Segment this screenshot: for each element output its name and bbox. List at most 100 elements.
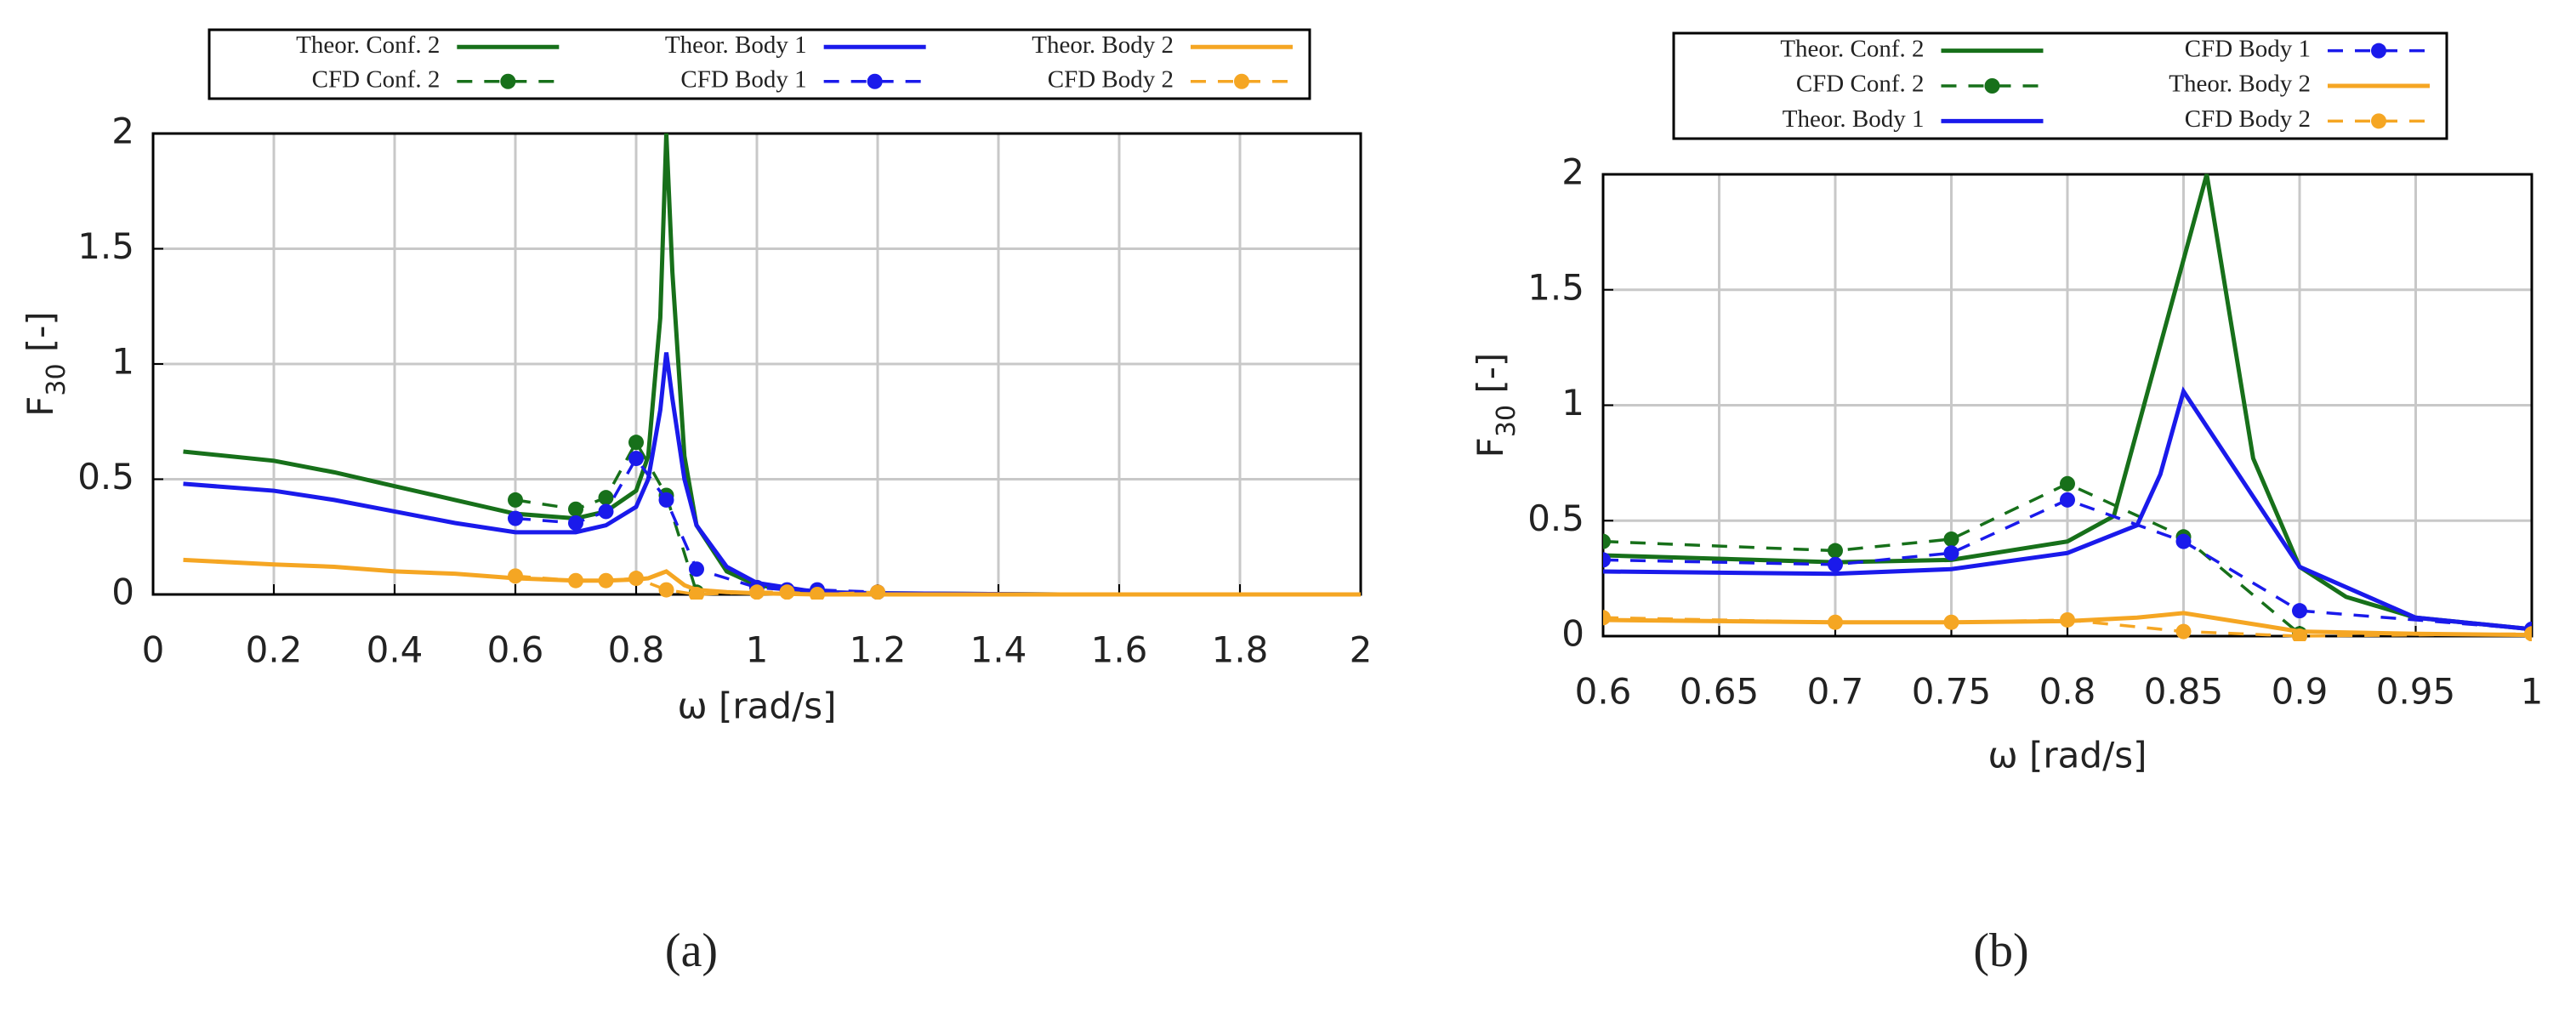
y-tick-label: 0 (111, 571, 134, 613)
legend-label: CFD Body 1 (2185, 35, 2311, 62)
x-tick-label: 0.8 (2039, 671, 2096, 713)
series-line (515, 574, 879, 596)
x-tick-label: 0.4 (367, 629, 424, 671)
legend-marker (2371, 43, 2386, 59)
data-point (658, 582, 674, 598)
data-point (1943, 545, 1959, 561)
x-tick-label: 1.4 (970, 629, 1027, 671)
data-point (2060, 611, 2075, 628)
x-tick-label: 0.8 (608, 629, 665, 671)
series-line (1603, 611, 2532, 638)
data-point (1603, 533, 1611, 549)
legend-label: CFD Body 1 (680, 65, 806, 93)
x-tick-label: 0.6 (1575, 671, 1632, 713)
data-point (1828, 556, 1843, 572)
x-tick-label: 1.6 (1091, 629, 1148, 671)
data-point (628, 571, 644, 587)
y-axis-label-part: F (20, 396, 61, 417)
x-tick-label: 0.85 (2144, 671, 2224, 713)
data-point (1828, 543, 1843, 559)
y-axis-label: F30 [-] (1470, 353, 1522, 458)
data-point (779, 584, 795, 600)
data-point (2060, 492, 2075, 508)
legend-label: Theor. Conf. 2 (296, 31, 440, 59)
data-point (658, 492, 674, 508)
data-point (2060, 475, 2075, 492)
x-tick-label: 0.95 (2376, 671, 2456, 713)
legend-label: Theor. Body 1 (1783, 105, 1925, 133)
y-axis-label-part: [-] (1470, 353, 1511, 405)
y-tick-label: 1.5 (1527, 266, 1584, 308)
x-tick-label: 0.6 (487, 629, 544, 671)
data-point (628, 451, 644, 467)
series-line (1603, 481, 2301, 635)
y-tick-label: 0.5 (77, 456, 134, 497)
series-line (183, 352, 1361, 597)
data-point (1943, 614, 1959, 630)
y-tick-label: 2 (1561, 151, 1584, 193)
legend-label: Theor. Conf. 2 (1780, 35, 1924, 62)
legend-box (1672, 31, 2448, 140)
data-point (1943, 531, 1959, 547)
y-axis-label-part: F (1470, 437, 1511, 458)
series-line (1603, 386, 2532, 632)
data-point (2175, 623, 2192, 640)
y-axis-label-part: 30 (1492, 405, 1521, 437)
x-tick-label: 1.8 (1212, 629, 1269, 671)
y-tick-label: 1 (111, 341, 134, 383)
legend-marker (867, 73, 883, 89)
data-point (628, 435, 644, 451)
data-point (508, 568, 523, 584)
y-axis-label-part: [-] (20, 311, 61, 363)
y-tick-label: 0.5 (1527, 497, 1584, 539)
data-point (2292, 628, 2307, 641)
legend-marker (1984, 78, 2000, 94)
data-point (568, 572, 583, 588)
x-tick-label: 0.2 (246, 629, 303, 671)
data-point (568, 501, 583, 517)
x-tick-label: 1 (2521, 671, 2544, 713)
legend-label: CFD Body 2 (2185, 105, 2311, 133)
data-point (810, 587, 825, 600)
legend-label: CFD Conf. 2 (1796, 71, 1925, 98)
legend-marker (500, 73, 516, 89)
y-tick-label: 1.5 (77, 225, 134, 267)
panel-caption: (b) (1973, 924, 2028, 977)
y-tick-label: 2 (111, 111, 134, 152)
y-axis-label-part: 30 (42, 363, 71, 395)
data-point (689, 561, 704, 577)
legend-label: CFD Conf. 2 (312, 65, 441, 93)
data-point (598, 572, 614, 588)
x-tick-label: 0 (142, 629, 165, 671)
data-point (2524, 626, 2532, 641)
data-point (1603, 610, 1611, 626)
data-point (2292, 603, 2307, 619)
legend-label: Theor. Body 2 (1032, 31, 1174, 59)
data-point (689, 587, 704, 600)
panel-caption: (a) (665, 924, 718, 977)
x-tick-label: 1 (746, 629, 769, 671)
x-tick-label: 0.65 (1680, 671, 1760, 713)
data-point (749, 584, 765, 600)
legend-label: Theor. Body 1 (665, 31, 807, 59)
y-tick-label: 1 (1561, 382, 1584, 424)
data-point (508, 510, 523, 526)
data-point (598, 503, 614, 520)
chart-panel: 0.6 0.65 0.7 0.75 0.8 0.85 0.9 0.95 1 0 0.5 1 1.5 2 ω … (1470, 31, 2544, 977)
legend-marker (1234, 73, 1249, 89)
series-line (1603, 173, 2532, 632)
y-tick-label: 0 (1561, 613, 1584, 655)
legend-box (208, 28, 1311, 100)
x-tick-label: 0.7 (1807, 671, 1864, 713)
data-point (870, 584, 885, 600)
legend-label: CFD Body 2 (1048, 65, 1174, 93)
data-point (1828, 614, 1843, 630)
x-tick-label: 0.75 (1912, 671, 1992, 713)
plot-frame (1601, 173, 2533, 638)
x-tick-label: 0.9 (2272, 671, 2329, 713)
chart-panel: 0 0.2 0.4 0.6 0.8 1 1.2 1.4 1.6 1.8 2 0 0.5 1 1.5 2 ω [r… (20, 28, 1372, 977)
x-axis-label: ω [rad/s] (1988, 735, 2147, 776)
x-tick-label: 1.2 (850, 629, 907, 671)
legend-label: Theor. Body 2 (2169, 71, 2311, 98)
